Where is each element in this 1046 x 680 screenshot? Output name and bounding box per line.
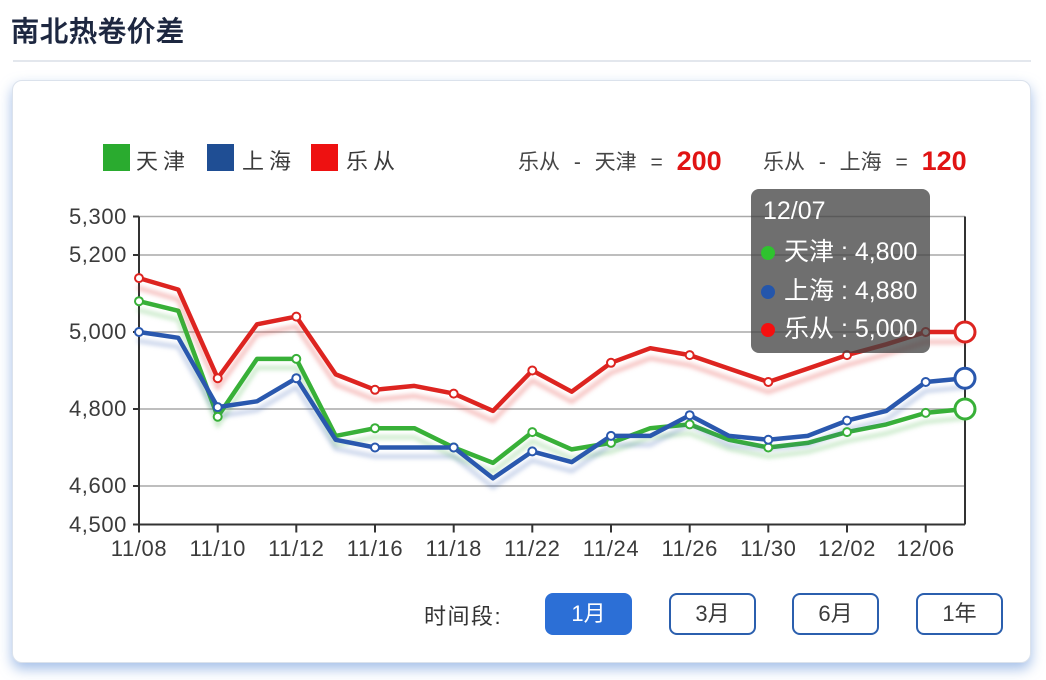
svg-text:11/12: 11/12 [268, 536, 324, 561]
svg-text:5,000: 5,000 [69, 319, 127, 344]
svg-text:11/22: 11/22 [504, 536, 560, 561]
svg-text:4,600: 4,600 [69, 473, 127, 498]
svg-text:11/16: 11/16 [347, 536, 403, 561]
svg-text:11/30: 11/30 [740, 536, 796, 561]
svg-text:12/02: 12/02 [818, 536, 876, 561]
svg-text:11/26: 11/26 [661, 536, 717, 561]
svg-text:4,800: 4,800 [69, 396, 127, 421]
svg-text:5,200: 5,200 [69, 242, 127, 267]
svg-text:11/18: 11/18 [425, 536, 481, 561]
svg-text:12/06: 12/06 [897, 536, 955, 561]
svg-text:5,300: 5,300 [69, 204, 127, 229]
svg-text:4,500: 4,500 [69, 512, 127, 537]
svg-text:11/24: 11/24 [583, 536, 639, 561]
svg-text:11/08: 11/08 [111, 536, 167, 561]
svg-text:11/10: 11/10 [189, 536, 245, 561]
